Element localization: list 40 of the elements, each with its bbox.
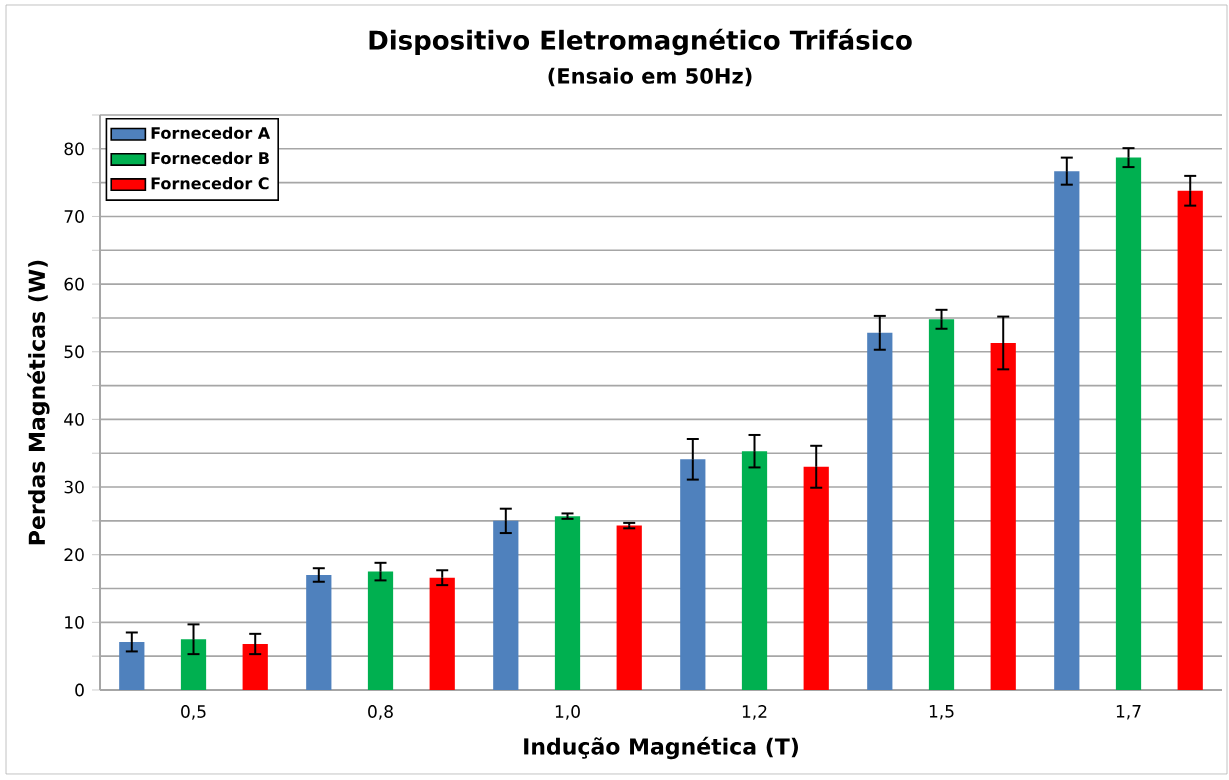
- legend-label: Fornecedor B: [151, 151, 269, 165]
- x-tick-label: 0,5: [181, 705, 206, 720]
- x-axis-title: Indução Magnética (T): [524, 736, 798, 760]
- y-tick-label: 30: [64, 480, 84, 494]
- bar: [867, 332, 893, 690]
- bar: [429, 577, 455, 690]
- chart-title: Dispositivo Eletromagnético Trifásico: [369, 28, 912, 56]
- bar: [803, 466, 829, 690]
- x-tick-label: 1,0: [555, 705, 580, 720]
- x-tick-label: 1,2: [742, 705, 767, 720]
- chart-subtitle: (Ensaio em 50Hz): [548, 67, 752, 87]
- bar: [493, 520, 519, 690]
- x-tick-label: 1,5: [929, 705, 954, 720]
- y-tick-label: 70: [64, 210, 84, 223]
- legend-label: Fornecedor A: [151, 126, 271, 140]
- y-tick-label: 50: [64, 345, 84, 359]
- bar: [242, 643, 268, 690]
- x-tick-label: 1,7: [1116, 705, 1141, 720]
- bar: [928, 319, 955, 690]
- legend-label: Fornecedor C: [151, 177, 269, 190]
- y-tick-label: 40: [64, 412, 84, 426]
- y-tick-label: 60: [64, 277, 84, 291]
- bar: [1177, 190, 1203, 690]
- bar: [741, 451, 768, 690]
- y-axis-title: Perdas Magnéticas (W): [27, 260, 50, 545]
- bar: [1054, 171, 1080, 690]
- bar: [1115, 157, 1142, 690]
- bar: [554, 516, 581, 690]
- y-tick-label: 80: [64, 142, 84, 156]
- bar: [306, 574, 332, 690]
- y-tick-label: 0: [75, 683, 84, 697]
- y-tick-label: 10: [65, 615, 84, 629]
- bar: [367, 571, 394, 690]
- y-tick-label: 20: [64, 548, 84, 562]
- bar: [616, 525, 642, 690]
- bar: [680, 459, 706, 690]
- bar: [180, 639, 207, 690]
- x-tick-label: 0,8: [368, 705, 393, 720]
- bar: [119, 641, 145, 690]
- bar: [990, 342, 1016, 690]
